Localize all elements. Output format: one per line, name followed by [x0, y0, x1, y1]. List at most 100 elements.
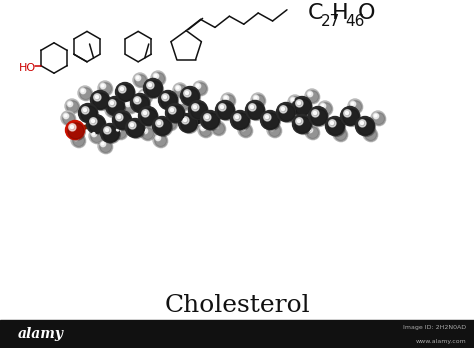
Circle shape	[225, 96, 227, 99]
Circle shape	[103, 126, 119, 142]
Circle shape	[134, 97, 141, 104]
Circle shape	[140, 92, 146, 97]
Circle shape	[106, 96, 125, 116]
Circle shape	[264, 114, 271, 121]
Circle shape	[278, 104, 296, 122]
Circle shape	[263, 112, 281, 130]
Circle shape	[269, 125, 275, 131]
Circle shape	[213, 124, 219, 129]
Circle shape	[66, 101, 80, 114]
Circle shape	[175, 85, 187, 97]
Circle shape	[342, 108, 360, 126]
Circle shape	[158, 90, 177, 110]
Circle shape	[211, 121, 225, 135]
Circle shape	[67, 122, 85, 141]
Circle shape	[147, 82, 154, 89]
Circle shape	[307, 127, 313, 133]
Circle shape	[115, 113, 131, 129]
Circle shape	[204, 114, 211, 121]
Text: 27: 27	[321, 14, 340, 29]
Circle shape	[343, 109, 359, 125]
Circle shape	[307, 91, 319, 103]
Circle shape	[68, 123, 84, 139]
Circle shape	[288, 109, 302, 123]
Circle shape	[180, 100, 182, 102]
Circle shape	[165, 118, 177, 130]
Text: H: H	[332, 3, 349, 23]
Circle shape	[309, 93, 311, 95]
Circle shape	[116, 114, 123, 121]
Circle shape	[193, 105, 197, 109]
Circle shape	[215, 125, 217, 127]
Circle shape	[296, 100, 303, 107]
Circle shape	[222, 94, 236, 108]
Circle shape	[175, 85, 181, 91]
Circle shape	[155, 134, 168, 148]
Circle shape	[335, 129, 346, 141]
Circle shape	[116, 82, 135, 102]
Circle shape	[295, 99, 311, 115]
Circle shape	[146, 80, 164, 98]
Circle shape	[118, 86, 126, 93]
Circle shape	[80, 88, 91, 100]
Circle shape	[133, 73, 147, 87]
Circle shape	[185, 91, 189, 95]
Circle shape	[105, 103, 119, 117]
Circle shape	[254, 95, 259, 101]
Circle shape	[350, 101, 356, 107]
Circle shape	[221, 93, 235, 107]
Circle shape	[309, 106, 328, 126]
Circle shape	[100, 140, 113, 154]
Circle shape	[269, 125, 281, 137]
Circle shape	[223, 95, 235, 106]
Circle shape	[203, 113, 219, 129]
Circle shape	[169, 107, 176, 114]
Circle shape	[142, 93, 144, 95]
Circle shape	[291, 111, 296, 117]
Circle shape	[307, 92, 313, 97]
Circle shape	[104, 127, 111, 134]
Circle shape	[365, 129, 377, 141]
Circle shape	[201, 111, 219, 129]
Circle shape	[305, 89, 319, 103]
Circle shape	[312, 110, 319, 117]
Circle shape	[82, 89, 84, 92]
Circle shape	[69, 124, 76, 131]
Circle shape	[137, 77, 139, 79]
Circle shape	[182, 117, 189, 124]
Circle shape	[177, 97, 191, 111]
Circle shape	[292, 98, 294, 101]
Circle shape	[100, 141, 112, 153]
Text: O: O	[358, 3, 375, 23]
Circle shape	[83, 108, 87, 112]
Circle shape	[205, 115, 209, 119]
Circle shape	[213, 123, 225, 135]
Circle shape	[139, 90, 153, 104]
Circle shape	[191, 103, 207, 119]
Circle shape	[288, 95, 302, 109]
Circle shape	[232, 112, 250, 130]
Circle shape	[129, 122, 136, 129]
Circle shape	[328, 118, 346, 136]
Circle shape	[334, 128, 348, 142]
Circle shape	[67, 101, 79, 113]
Circle shape	[176, 87, 179, 89]
Circle shape	[200, 124, 213, 138]
Circle shape	[240, 125, 246, 131]
Circle shape	[219, 104, 226, 111]
Circle shape	[141, 109, 157, 125]
Circle shape	[140, 91, 152, 103]
Circle shape	[123, 99, 137, 113]
Circle shape	[95, 95, 99, 98]
Circle shape	[321, 104, 324, 107]
Circle shape	[135, 74, 148, 88]
Bar	[0, 320, 474, 348]
Circle shape	[114, 112, 132, 130]
Circle shape	[195, 84, 201, 89]
Circle shape	[106, 104, 120, 118]
Circle shape	[295, 117, 311, 133]
Circle shape	[118, 115, 120, 119]
Circle shape	[197, 85, 199, 87]
Circle shape	[290, 97, 301, 109]
Circle shape	[101, 85, 104, 87]
